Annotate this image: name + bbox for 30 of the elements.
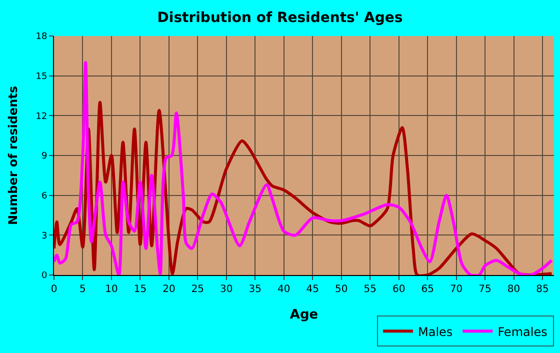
- legend-label: Females: [498, 324, 548, 339]
- y-tick-label: 0: [41, 271, 48, 282]
- x-tick-label: 20: [162, 284, 176, 295]
- x-tick-label: 85: [536, 284, 549, 295]
- x-tick-label: 75: [478, 284, 492, 295]
- y-tick-label: 18: [36, 32, 48, 42]
- x-tick-label: 45: [306, 284, 319, 295]
- x-tick-label: 30: [220, 284, 233, 295]
- x-tick-label: 10: [105, 284, 118, 295]
- x-tick-label: 35: [248, 284, 262, 295]
- x-tick-label: 80: [507, 284, 520, 295]
- y-tick-label: 12: [36, 112, 48, 122]
- y-tick-label: 6: [41, 191, 48, 202]
- x-tick-label: 50: [334, 284, 348, 295]
- x-tick-label: 60: [392, 284, 406, 295]
- x-tick-label: 40: [278, 284, 290, 295]
- y-tick-label: 3: [41, 231, 48, 242]
- x-tick-label: 55: [364, 284, 376, 295]
- x-tick-label: 15: [134, 284, 147, 295]
- x-tick-label: 65: [421, 284, 434, 295]
- y-axis-title: Number of residents: [6, 86, 20, 226]
- x-axis-title: Age: [290, 308, 318, 323]
- x-tick-label: 25: [191, 284, 204, 295]
- y-tick-label: 9: [41, 152, 48, 162]
- x-tick-label: 0: [50, 284, 58, 295]
- x-tick-label: 5: [80, 284, 86, 295]
- x-tick-label: 70: [450, 284, 463, 295]
- y-tick-label: 15: [36, 72, 48, 82]
- legend-label: Males: [418, 324, 453, 339]
- chart-title: Distribution of Residents' Ages: [157, 10, 403, 26]
